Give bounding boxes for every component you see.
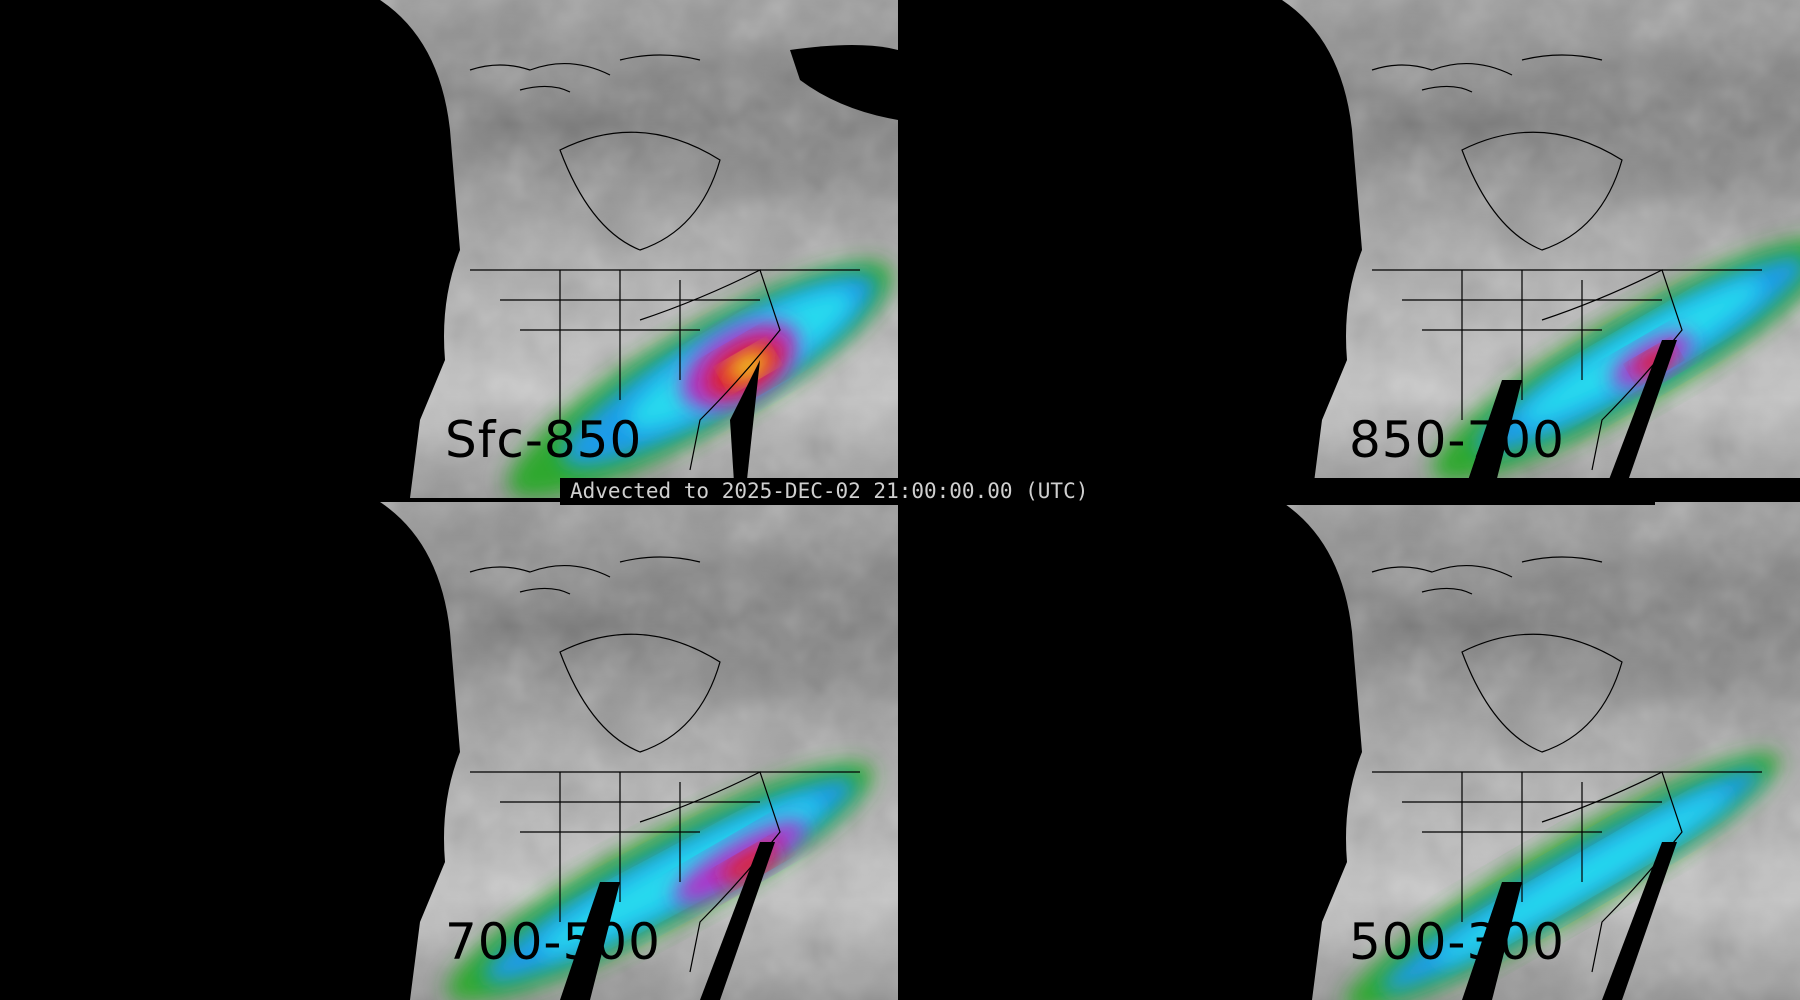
- panel-label: 850-700: [1349, 411, 1565, 469]
- no-data-swath: [1602, 842, 1677, 1000]
- no-data-region: [902, 502, 1362, 1000]
- no-data-region: [0, 502, 460, 1000]
- panel-label: 700-500: [445, 913, 661, 971]
- no-data-region: [0, 0, 460, 498]
- borders: [1371, 54, 1762, 471]
- panel-500-300: 500-300: [902, 502, 1800, 1000]
- map-image: [902, 502, 1800, 1000]
- panel-700-500: 700-500: [0, 502, 898, 1000]
- borders: [1371, 556, 1762, 973]
- no-data-swath: [1462, 882, 1522, 1000]
- borders: [469, 54, 860, 471]
- map-image: [0, 502, 898, 1000]
- no-data-swath: [1462, 380, 1522, 498]
- no-data-swath: [700, 842, 775, 1000]
- borders: [469, 556, 860, 973]
- no-data-swath: [560, 882, 620, 1000]
- map-image: [0, 0, 898, 498]
- panel-850-700: 850-700: [902, 0, 1800, 498]
- no-data-region: [790, 45, 898, 120]
- map-image: [902, 0, 1800, 498]
- no-data-region: [902, 0, 1362, 498]
- panel-label: Sfc-850: [445, 411, 643, 469]
- no-data-swath: [730, 360, 760, 498]
- no-data-swath: [1602, 340, 1677, 498]
- advection-time-caption: Advected to 2025-DEC-02 21:00:00.00 (UTC…: [560, 478, 1655, 505]
- panel-sfc-850: Sfc-850: [0, 0, 898, 498]
- panel-label: 500-300: [1349, 913, 1565, 971]
